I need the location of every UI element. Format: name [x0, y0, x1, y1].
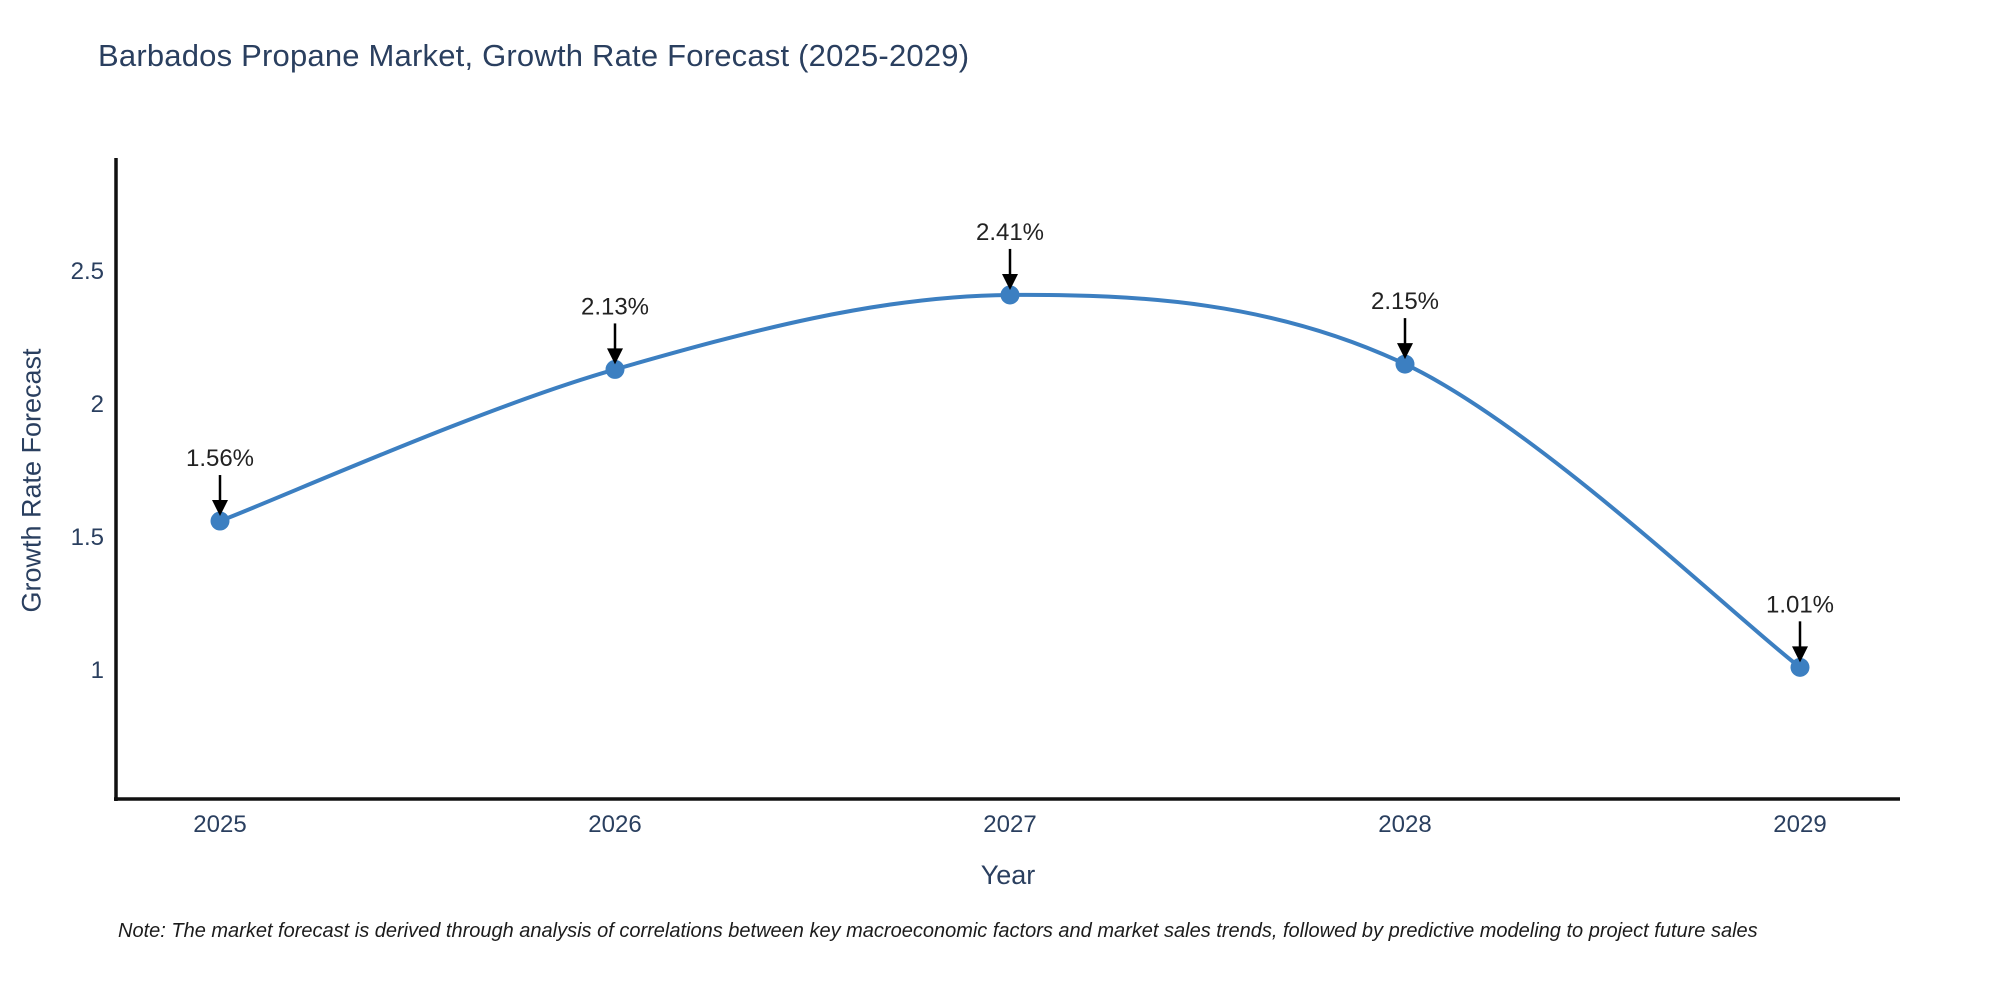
data-point-label: 1.01%: [1766, 591, 1834, 618]
data-point-marker: [605, 359, 625, 379]
x-tick-label: 2027: [983, 811, 1036, 838]
annotation-arrowhead-icon: [1792, 646, 1808, 663]
data-point-label: 2.13%: [581, 293, 649, 320]
y-tick-label: 1.5: [71, 524, 104, 551]
y-axis-title: Growth Rate Forecast: [16, 348, 47, 613]
data-point-label: 2.41%: [976, 219, 1044, 246]
y-tick-label: 1: [91, 657, 104, 684]
annotation-arrowhead-icon: [607, 348, 623, 365]
data-point-marker: [210, 511, 230, 531]
x-tick-label: 2029: [1773, 811, 1826, 838]
data-point-marker: [1000, 285, 1020, 305]
chart-title: Barbados Propane Market, Growth Rate For…: [98, 38, 970, 73]
data-point-marker: [1790, 657, 1810, 677]
x-tick-label: 2025: [193, 811, 246, 838]
data-point-label: 1.56%: [186, 445, 254, 472]
note-text: Note: The market forecast is derived thr…: [118, 920, 1758, 942]
x-axis-title: Year: [980, 860, 1036, 890]
annotation-arrowhead-icon: [212, 500, 228, 517]
y-tick-label: 2: [91, 391, 104, 418]
annotation-arrowhead-icon: [1397, 343, 1413, 360]
y-tick-label: 2.5: [71, 258, 104, 285]
data-point-label: 2.15%: [1371, 288, 1439, 315]
x-tick-label: 2026: [588, 811, 641, 838]
annotation-arrowhead-icon: [1002, 273, 1018, 290]
data-point-marker: [1395, 354, 1415, 374]
series-line: [219, 292, 1802, 669]
x-tick-label: 2028: [1378, 811, 1431, 838]
